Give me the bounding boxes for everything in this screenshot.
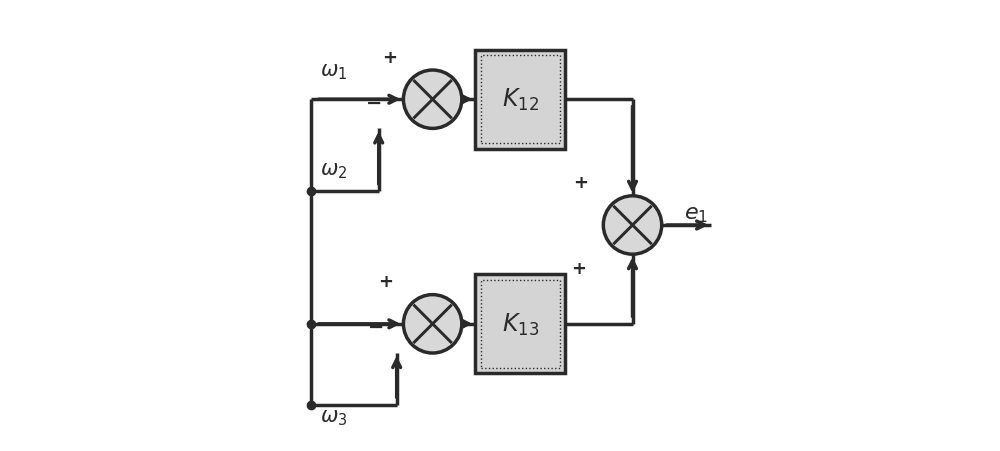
Text: −: − xyxy=(366,93,382,112)
Circle shape xyxy=(603,196,662,255)
Text: $\omega_2$: $\omega_2$ xyxy=(320,161,348,181)
Text: +: + xyxy=(571,259,586,277)
Text: $e_1$: $e_1$ xyxy=(684,204,708,224)
FancyBboxPatch shape xyxy=(475,275,565,373)
Text: $K_{13}$: $K_{13}$ xyxy=(502,311,539,337)
Text: +: + xyxy=(382,48,397,66)
Text: $K_{12}$: $K_{12}$ xyxy=(502,87,539,113)
Circle shape xyxy=(403,295,462,353)
Circle shape xyxy=(403,71,462,129)
Text: $\omega_3$: $\omega_3$ xyxy=(320,407,348,427)
Text: −: − xyxy=(368,318,385,336)
Text: +: + xyxy=(378,272,393,290)
Text: +: + xyxy=(573,174,588,192)
FancyBboxPatch shape xyxy=(475,51,565,149)
Text: $\omega_1$: $\omega_1$ xyxy=(320,62,348,82)
